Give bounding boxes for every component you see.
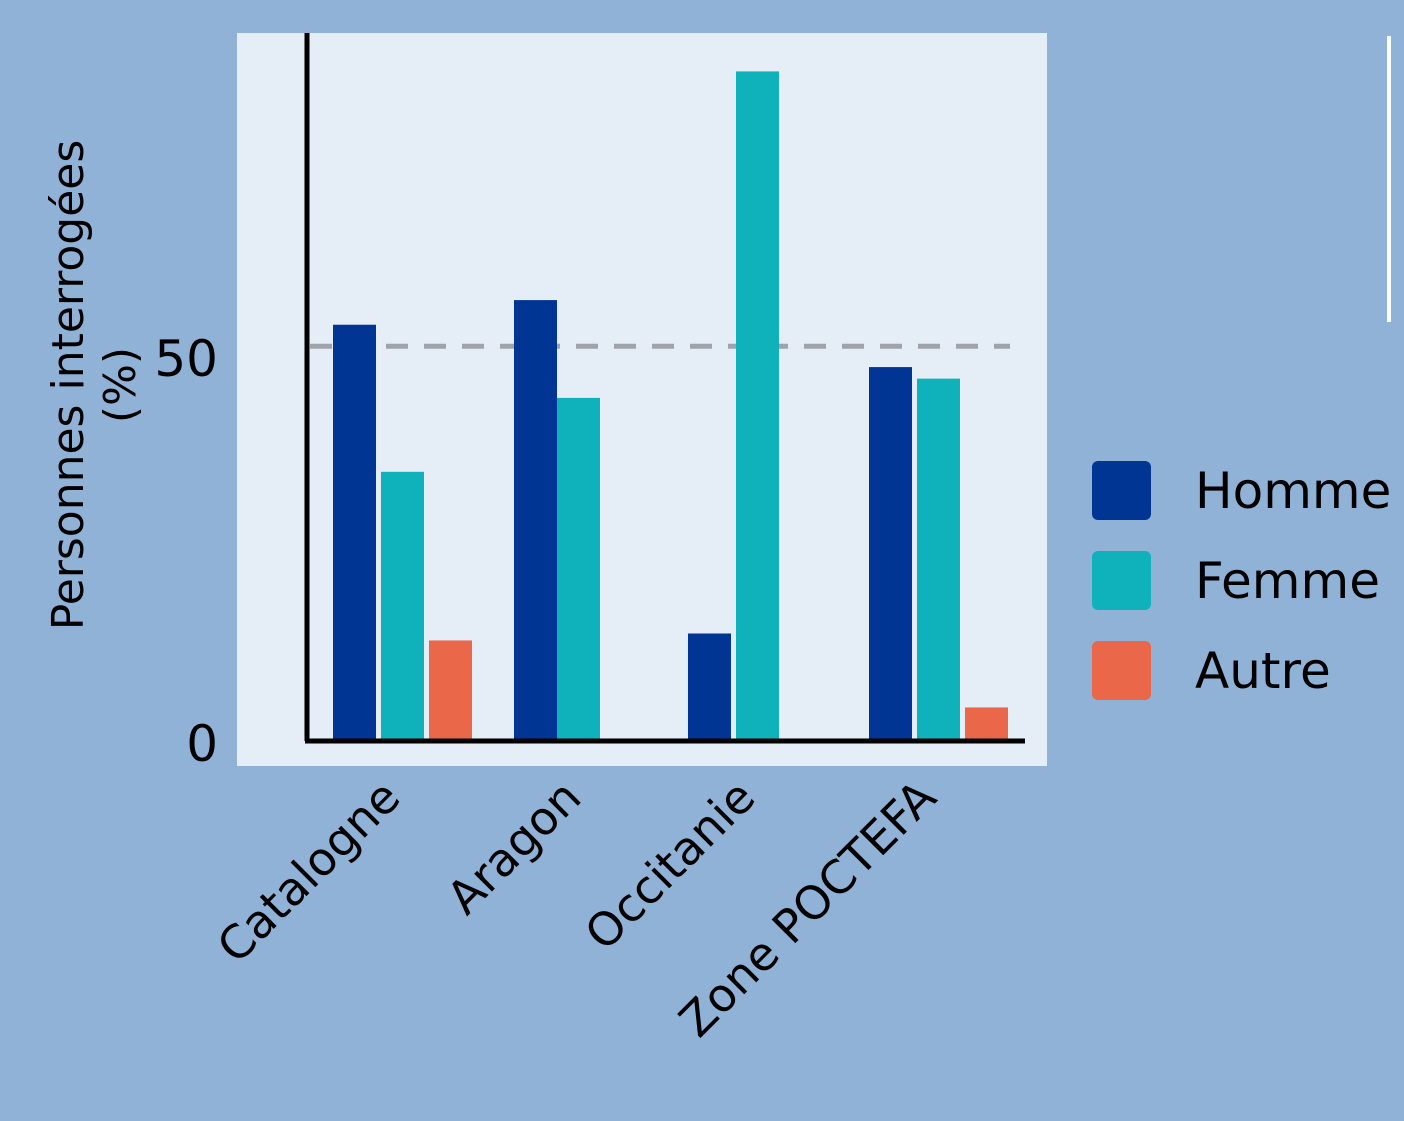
bar-femme-occitanie [736,71,779,739]
legend-swatch-femme [1092,551,1151,610]
y-tick-labels: 0 50 [154,330,218,773]
axes-layer [304,33,1025,744]
y-tick-label: 50 [154,330,218,388]
bar-femme-aragon [557,397,600,739]
y-axis-label: Personnes interrogées(%) [43,140,146,631]
bar-femme-zone-poctefa [917,378,960,739]
bar-homme-zone-poctefa [869,367,912,739]
bar-homme-catalogne [333,324,376,739]
x-tick-label: Aragon [436,770,591,925]
bars-layer [333,71,1008,739]
legend-label-femme: Femme [1195,552,1380,610]
y-tick-label: 0 [186,715,218,773]
legend: Homme Femme Autre [1092,461,1391,700]
bar-autre-zone-poctefa [965,707,1008,739]
legend-label-homme: Homme [1195,462,1391,520]
x-tick-label: Catalogne [207,770,411,974]
bar-femme-catalogne [381,471,424,739]
bar-homme-occitanie [688,633,731,739]
bar-homme-aragon [514,300,557,739]
legend-swatch-autre [1092,641,1151,700]
legend-label-autre: Autre [1195,642,1331,700]
bar-autre-catalogne [429,640,472,739]
legend-swatch-homme [1092,461,1151,520]
x-tick-label: Occitanie [574,770,765,961]
